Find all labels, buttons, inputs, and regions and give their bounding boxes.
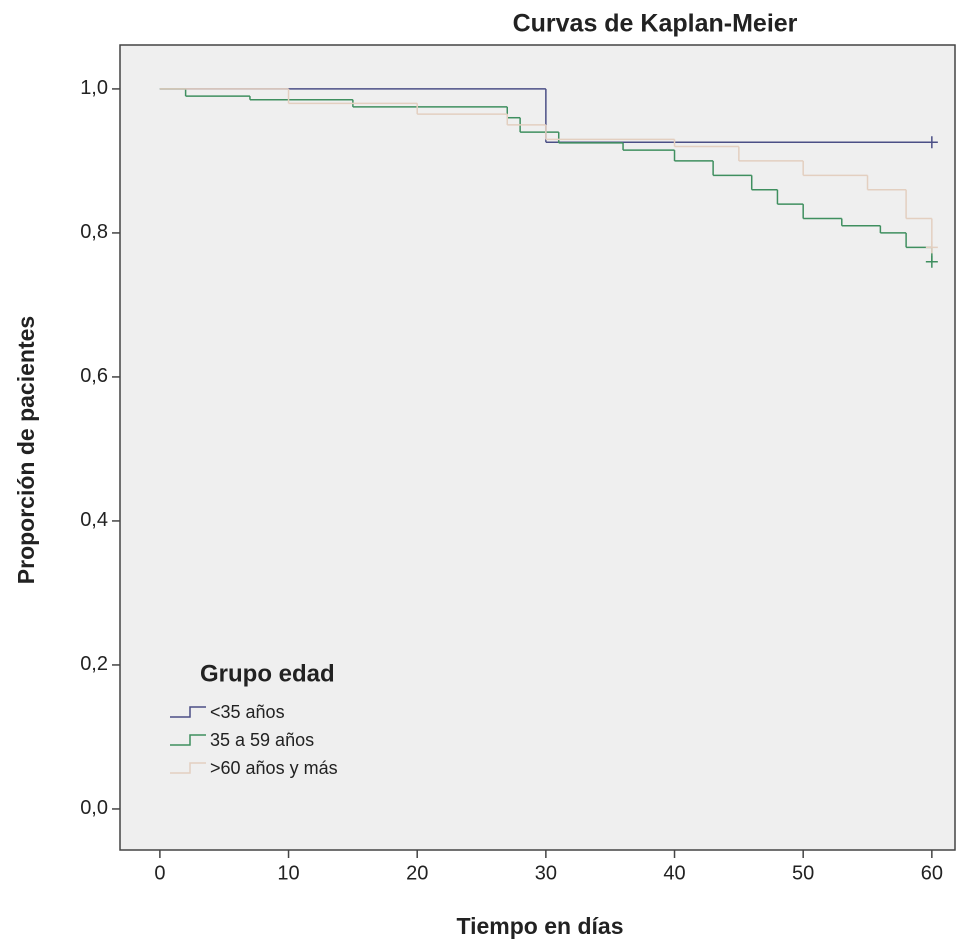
x-tick-label: 0 <box>154 862 165 884</box>
legend-title: Grupo edad <box>200 660 335 687</box>
x-tick-label: 20 <box>406 862 428 884</box>
y-tick-label: 0,6 <box>80 365 108 387</box>
y-tick-label: 1,0 <box>80 77 108 99</box>
legend-swatch <box>170 762 206 774</box>
legend-label: <35 años <box>210 702 285 722</box>
y-tick-label: 0,8 <box>80 221 108 243</box>
censor-mark <box>925 255 938 268</box>
legend-swatch <box>170 734 206 746</box>
y-tick-label: 0,4 <box>80 509 108 531</box>
y-tick-label: 0,2 <box>80 653 108 675</box>
legend-swatch <box>170 706 206 718</box>
plot-area <box>119 44 956 851</box>
x-tick-label: 30 <box>535 862 557 884</box>
y-tick-label: 0,0 <box>80 797 108 819</box>
censor-mark <box>925 241 938 254</box>
x-tick-label: 60 <box>921 862 943 884</box>
censor-mark <box>925 136 938 149</box>
legend-label: 35 a 59 años <box>210 730 314 750</box>
legend-label: >60 años y más <box>210 758 338 778</box>
x-tick-label: 40 <box>663 862 685 884</box>
x-tick-label: 50 <box>792 862 814 884</box>
chart-title: Curvas de Kaplan-Meier <box>513 10 798 38</box>
x-axis-title: Tiempo en días <box>456 913 623 939</box>
x-tick-label: 10 <box>277 862 299 884</box>
y-axis-title: Proporción de pacientes <box>13 316 39 584</box>
